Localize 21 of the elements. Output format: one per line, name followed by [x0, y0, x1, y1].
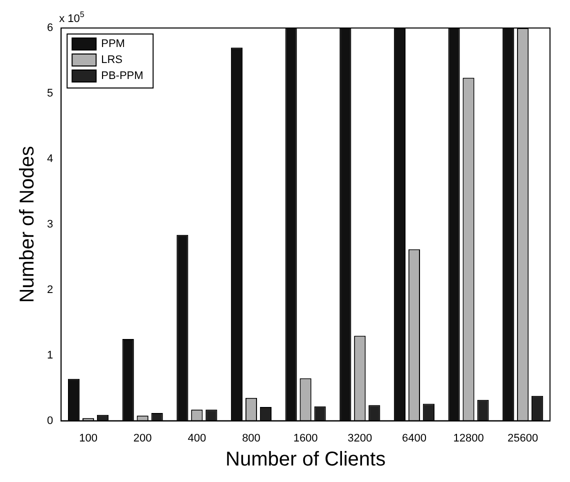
- x-tick-label: 100: [79, 432, 98, 444]
- x-axis-title: Number of Clients: [226, 448, 386, 471]
- y-tick-label: 2: [46, 284, 54, 296]
- x-tick-label: 25600: [508, 432, 538, 444]
- y-tick-label: 1: [46, 349, 54, 362]
- legend-label: PPM: [101, 38, 125, 50]
- x-tick-label: 12800: [453, 432, 484, 444]
- x-tick-label: 200: [133, 432, 152, 444]
- y-tick-label: 3: [46, 218, 54, 230]
- y-tick-label: 5: [46, 88, 54, 100]
- y-axis-title: Number of Nodes: [16, 146, 39, 303]
- x-tick-label: 1600: [293, 432, 318, 444]
- x-tick-label: 6400: [402, 432, 426, 444]
- x-tick-label: 800: [242, 432, 260, 444]
- y-tick-label: 4: [46, 152, 54, 165]
- legend-label: LRS: [101, 54, 123, 66]
- y-tick-label: 6: [46, 22, 54, 34]
- x-tick-label: 3200: [348, 432, 372, 444]
- y-tick-label: 0: [46, 414, 54, 427]
- x-tick-label: 400: [188, 432, 206, 444]
- legend-label: PB-PPM: [101, 70, 144, 82]
